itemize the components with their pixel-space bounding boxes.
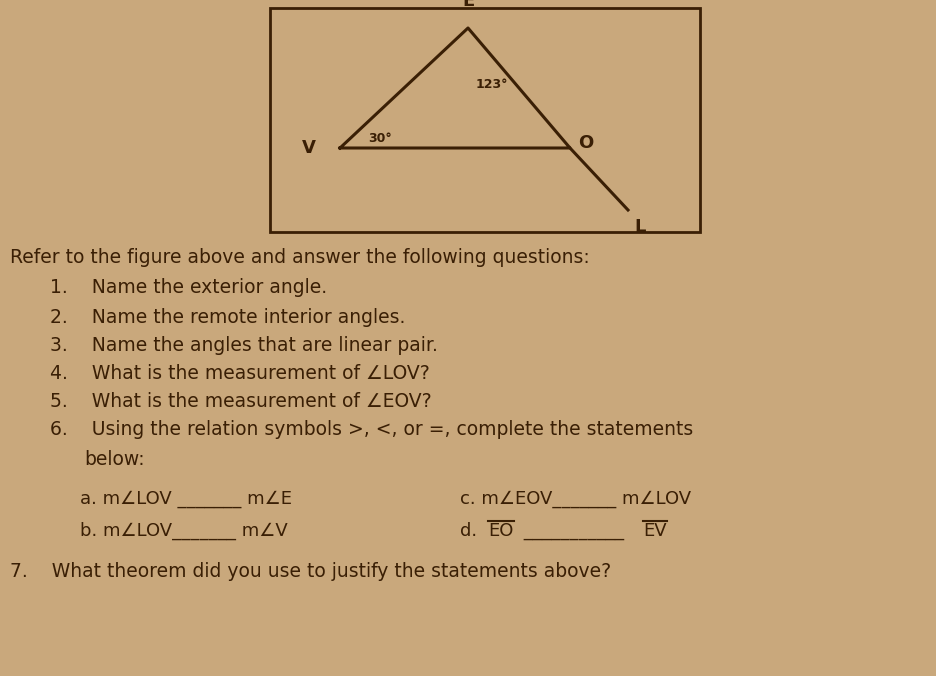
Text: 6.    Using the relation symbols >, <, or =, complete the statements: 6. Using the relation symbols >, <, or =… <box>50 420 694 439</box>
Text: Refer to the figure above and answer the following questions:: Refer to the figure above and answer the… <box>10 248 590 267</box>
Text: O: O <box>578 134 593 152</box>
Text: a. m∠LOV _______ m∠E: a. m∠LOV _______ m∠E <box>80 490 292 508</box>
Text: 5.    What is the measurement of ∠EOV?: 5. What is the measurement of ∠EOV? <box>50 392 431 411</box>
Text: E: E <box>461 0 475 10</box>
Text: d.: d. <box>460 522 483 540</box>
Text: 3.    Name the angles that are linear pair.: 3. Name the angles that are linear pair. <box>50 336 438 355</box>
Text: 2.    Name the remote interior angles.: 2. Name the remote interior angles. <box>50 308 405 327</box>
Text: 7.    What theorem did you use to justify the statements above?: 7. What theorem did you use to justify t… <box>10 562 611 581</box>
Text: ___________: ___________ <box>518 522 630 540</box>
Text: L: L <box>634 218 646 236</box>
Text: V: V <box>302 139 316 157</box>
Text: 4.    What is the measurement of ∠LOV?: 4. What is the measurement of ∠LOV? <box>50 364 430 383</box>
Text: b. m∠LOV_______ m∠V: b. m∠LOV_______ m∠V <box>80 522 287 540</box>
Bar <box>270 8 700 232</box>
Text: EO: EO <box>488 522 513 540</box>
Text: 30°: 30° <box>368 132 392 145</box>
Text: 1.    Name the exterior angle.: 1. Name the exterior angle. <box>50 278 327 297</box>
Text: c. m∠EOV_______ m∠LOV: c. m∠EOV_______ m∠LOV <box>460 490 691 508</box>
Text: EV: EV <box>643 522 666 540</box>
Text: below:: below: <box>84 450 145 469</box>
Text: 123°: 123° <box>476 78 508 91</box>
